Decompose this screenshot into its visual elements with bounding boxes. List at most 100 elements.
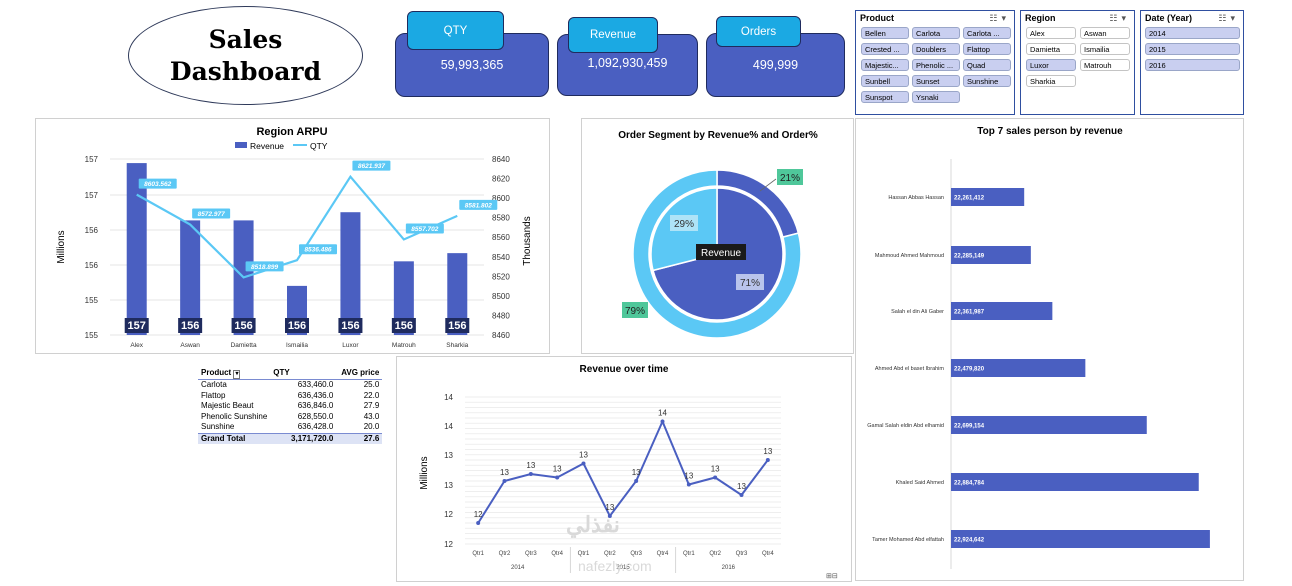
- legend-label-revenue: Revenue: [250, 141, 284, 151]
- line-point: [660, 419, 665, 424]
- kpi-qty-label: QTY: [443, 24, 468, 37]
- product-slicer-item[interactable]: Sunspot: [861, 91, 909, 103]
- region-arpu-chart: Region ARPU Revenue QTY 157 157 156 156 155 155 8…: [56, 126, 533, 349]
- slicer-multiselect-icon[interactable]: ☷▾: [989, 13, 1010, 23]
- x-tick-label: Ismailia: [286, 342, 308, 349]
- product-slicer-item[interactable]: Flattop: [963, 43, 1011, 55]
- bar-label-box: [338, 318, 363, 333]
- product-slicer-item[interactable]: Carlota ...: [963, 27, 1011, 39]
- product-slicer-item[interactable]: Crested ...: [861, 43, 909, 55]
- line-data-label: 13: [526, 461, 535, 470]
- line-label-box: [459, 199, 498, 210]
- bar-label-box: [391, 318, 416, 333]
- x-tick-label: Luxor: [342, 342, 359, 349]
- x-tick-label: Qtr1: [472, 551, 484, 557]
- line-data-label: 8581.802: [465, 202, 492, 209]
- revenue-over-time-panel: Revenue over time 14 14 13 13 12 12 Millions 12 Q…: [396, 356, 852, 582]
- bar-revenue: [126, 163, 147, 335]
- product-slicer-item[interactable]: Sunbell: [861, 75, 909, 87]
- x-tick-label: Qtr2: [709, 551, 721, 557]
- line-point: [713, 475, 718, 480]
- product-slicer-item[interactable]: Phenolic ...: [912, 59, 960, 71]
- center-label: Revenue: [701, 248, 741, 259]
- y-tick-label: Hassan Abbas Hassan: [888, 195, 944, 201]
- inner-data-label: 71%: [740, 278, 760, 289]
- region-slicer-item[interactable]: Sharkia: [1026, 75, 1076, 87]
- bar-sales-person: [951, 416, 1147, 434]
- region-slicer-item[interactable]: Aswan: [1080, 27, 1130, 39]
- line-revenue: [477, 418, 769, 524]
- product-slicer-item[interactable]: Bellen: [861, 27, 909, 39]
- table-total-cell: 3,171,720.0: [270, 432, 337, 444]
- product-slicer-item[interactable]: Carlota: [912, 27, 960, 39]
- line-data-label: 8518.899: [251, 264, 278, 271]
- table-total-cell: Grand Total: [198, 432, 271, 444]
- pivot-header-product[interactable]: Product ▾: [198, 368, 271, 380]
- pivot-table-container: Product ▾ QTY AVG price Carlota 633,460.0…: [198, 368, 383, 444]
- y-tick-label: 13: [444, 481, 453, 490]
- y-tick-label: Salah el din Ali Gaber: [891, 309, 944, 315]
- line-data-label: 8572.977: [198, 211, 225, 218]
- product-slicer-item[interactable]: Doublers: [912, 43, 960, 55]
- region-slicer-item[interactable]: Luxor: [1026, 59, 1076, 71]
- date-slicer: Date (Year) ☷▾ 2014 2015 2016: [1140, 10, 1244, 115]
- inner-label-box: [736, 274, 764, 290]
- bar-data-label: 22,261,412: [954, 196, 985, 202]
- product-slicer-item[interactable]: Quad: [963, 59, 1011, 71]
- date-slicer-item[interactable]: 2014: [1145, 27, 1240, 39]
- line-data-label: 14: [658, 409, 667, 418]
- line-point: [528, 472, 533, 476]
- x-tick-label: Qtr3: [525, 551, 537, 557]
- bar-label-box: [178, 318, 203, 333]
- product-slicer-item[interactable]: Sunshine: [963, 75, 1011, 87]
- line-data-label: 8603.562: [144, 181, 171, 188]
- y2-tick-label: 8600: [492, 194, 510, 203]
- outer-label-box: [777, 169, 803, 185]
- product-slicer: Product ☷▾ Bellen Carlota Carlota ... Crest…: [855, 10, 1015, 115]
- region-slicer-title: Region: [1025, 13, 1056, 23]
- line-data-label: 13: [605, 503, 614, 512]
- date-slicer-item[interactable]: 2015: [1145, 43, 1240, 55]
- pivot-header-avg-price: AVG price: [336, 368, 383, 380]
- bar-revenue: [447, 253, 468, 335]
- bar-revenue: [393, 261, 414, 335]
- product-slicer-item[interactable]: Sunset: [912, 75, 960, 87]
- filter-dropdown-icon[interactable]: ▾: [233, 370, 241, 379]
- kpi-qty-value: 59,993,365: [440, 58, 504, 72]
- expand-collapse-buttons[interactable]: ⊞⊟: [826, 573, 838, 580]
- table-cell: 20.0: [363, 422, 380, 431]
- kpi-qty-label-box: QTY: [407, 11, 504, 50]
- y2-tick-label: 8460: [492, 331, 510, 340]
- outer-label-box: [622, 302, 648, 318]
- region-slicer-item[interactable]: Ismailia: [1080, 43, 1130, 55]
- slicer-clear-filter-icon[interactable]: ☷▾: [1109, 13, 1130, 23]
- revenue-over-time-chart: Revenue over time 14 14 13 13 12 12 Millions 12 Q…: [419, 364, 781, 573]
- y-tick-label: 155: [85, 296, 99, 305]
- product-slicer-item[interactable]: Ysnaki: [912, 91, 960, 103]
- line-point: [765, 458, 770, 462]
- y2-tick-label: 8560: [492, 233, 510, 242]
- table-cell: Sunshine: [201, 422, 235, 431]
- date-slicer-item[interactable]: 2016: [1145, 59, 1240, 71]
- line-label-box: [405, 223, 444, 234]
- product-slicer-item[interactable]: Majestic...: [861, 59, 909, 71]
- slicer-filter-icon[interactable]: ☷▾: [1218, 13, 1239, 23]
- y2-tick-label: 8640: [492, 155, 510, 164]
- region-slicer-item[interactable]: Damietta: [1026, 43, 1076, 55]
- y-tick-label: Tamer Mohamed Abd elfattah: [872, 537, 944, 543]
- watermark-arabic: نفذلي: [566, 512, 620, 537]
- bar-data-label: 156: [288, 320, 306, 332]
- region-slicer-item[interactable]: Alex: [1026, 27, 1076, 39]
- bar-data-label: 22,924,642: [954, 538, 985, 544]
- bar-sales-person: [951, 473, 1199, 491]
- leader-line: [759, 178, 777, 192]
- y2-axis-label: Thousands: [522, 216, 533, 265]
- table-total-row: Grand Total 3,171,720.0 27.6: [198, 432, 383, 444]
- x-tick-label: Matrouh: [392, 342, 416, 349]
- x-tick-label: Qtr4: [657, 551, 669, 557]
- region-slicer-item[interactable]: Matrouh: [1080, 59, 1130, 71]
- bar-data-label: 22,361,987: [954, 310, 985, 316]
- y-tick-label: 12: [444, 540, 453, 549]
- x-tick-label: Qtr2: [499, 551, 511, 557]
- bar-data-label: 22,479,820: [954, 367, 985, 373]
